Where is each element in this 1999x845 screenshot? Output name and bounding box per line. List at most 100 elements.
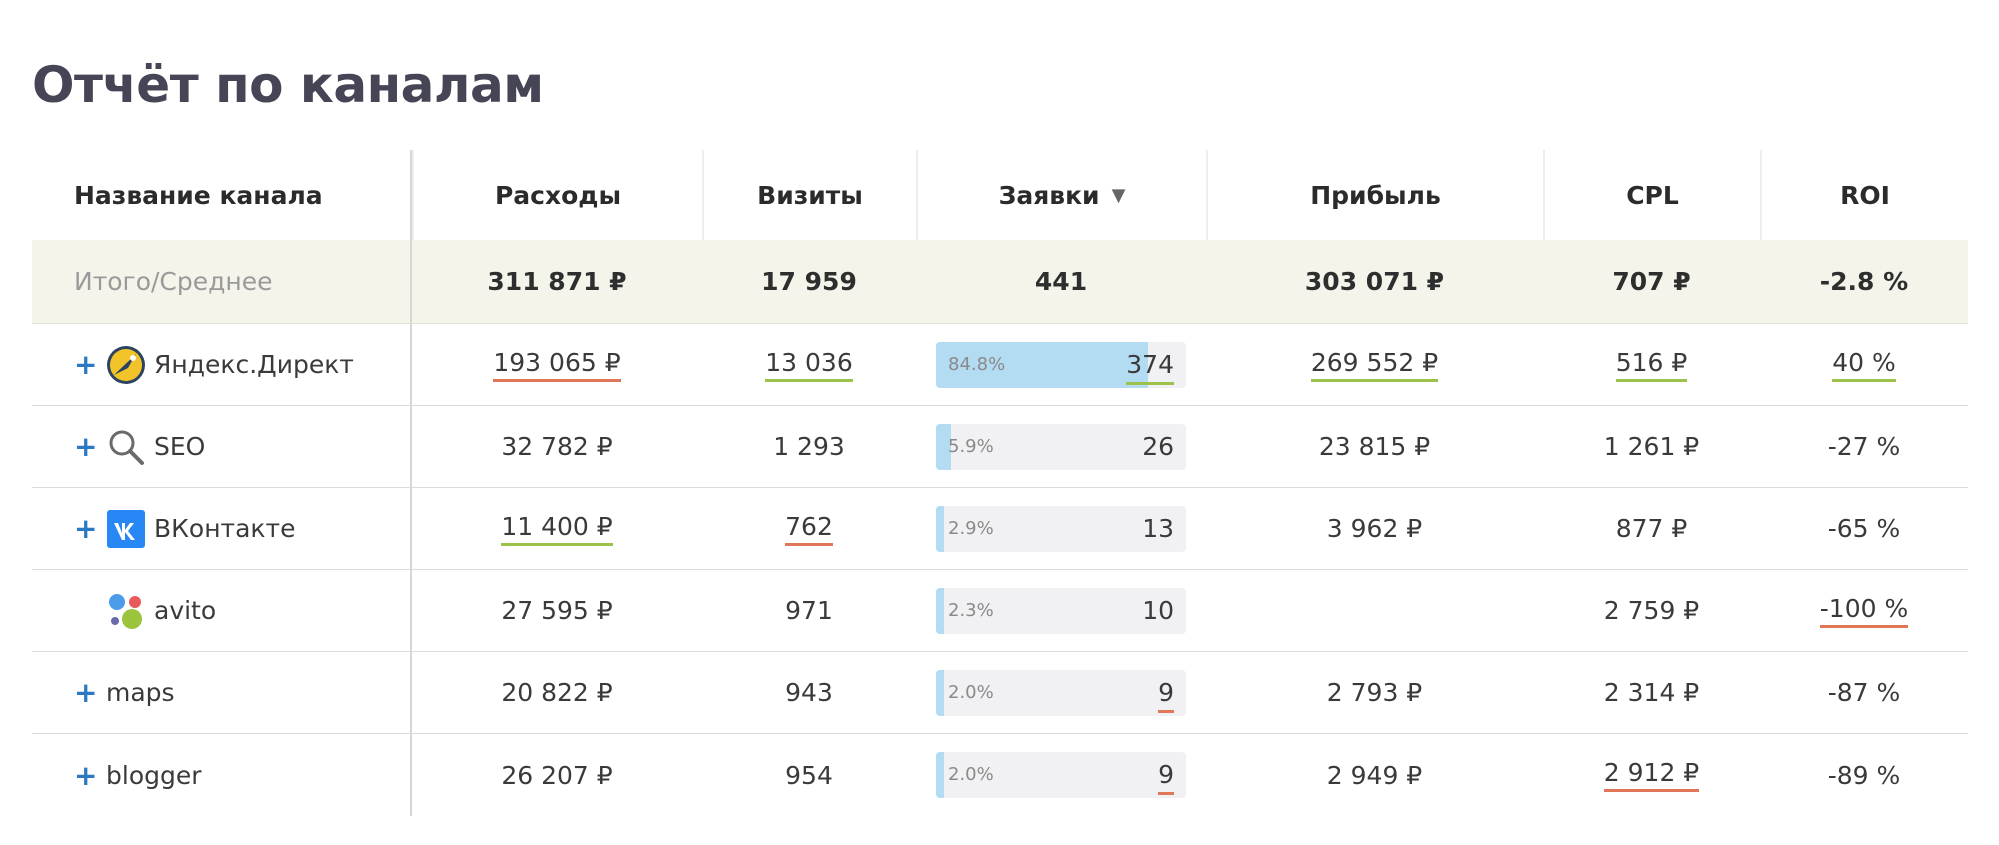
expenses-value: 20 822 ₽ — [501, 678, 613, 707]
leads-value-wrap: 9 — [1158, 752, 1174, 798]
total-leads: 441 — [1034, 267, 1088, 296]
leads-share-bar: 84.8% 374 — [936, 341, 1186, 388]
expand-plus-icon[interactable]: + — [74, 430, 98, 463]
expenses-cell: 26 207 ₽ — [412, 734, 702, 816]
profit-value: 2 793 ₽ — [1326, 678, 1423, 707]
cpl-cell: 1 261 ₽ — [1543, 406, 1760, 487]
column-header-roi[interactable]: ROI — [1760, 150, 1968, 240]
vk-icon — [106, 509, 146, 549]
cpl-cell: 2 759 ₽ — [1543, 570, 1760, 651]
leads-share-percent: 2.0% — [948, 764, 994, 785]
cpl-cell: 2 314 ₽ — [1543, 652, 1760, 733]
table-row[interactable]: + maps 20 822 ₽ 943 2.0% 9 2 793 ₽ 2 314… — [32, 652, 1968, 734]
cpl-value: 516 ₽ — [1615, 348, 1688, 382]
cpl-cell: 877 ₽ — [1543, 488, 1760, 569]
cpl-value: 877 ₽ — [1615, 514, 1688, 543]
roi-cell: 40 % — [1760, 324, 1968, 405]
visits-cell: 954 — [702, 734, 916, 816]
column-header-expenses[interactable]: Расходы — [412, 150, 702, 240]
total-cpl: 707 ₽ — [1612, 267, 1691, 296]
table-row[interactable]: + blogger 26 207 ₽ 954 2.0% 9 2 949 ₽ 2 … — [32, 734, 1968, 816]
channel-link-blogger[interactable]: blogger — [106, 760, 202, 790]
channel-name-cell: + ВКонтакте — [32, 488, 412, 569]
leads-share-percent: 5.9% — [948, 435, 994, 457]
search-icon — [106, 427, 146, 467]
cpl-value: 1 261 ₽ — [1603, 432, 1700, 461]
leads-value: 13 — [1142, 513, 1174, 543]
total-row: Итого/Среднее 311 871 ₽ 17 959 441 303 0… — [32, 240, 1968, 324]
table-header: Название канала Расходы Визиты Заявки ▼ П… — [32, 150, 1968, 240]
roi-value: -100 % — [1819, 594, 1909, 628]
profit-value: 3 962 ₽ — [1326, 514, 1423, 543]
profit-cell: 269 552 ₽ — [1206, 324, 1543, 405]
leads-cell: 84.8% 374 — [916, 324, 1206, 405]
expand-plus-icon[interactable]: + — [74, 512, 98, 545]
column-header-leads[interactable]: Заявки ▼ — [916, 150, 1206, 240]
expand-plus-icon[interactable]: + — [74, 758, 98, 792]
visits-cell: 1 293 — [702, 406, 916, 487]
channel-link-avito[interactable]: avito — [154, 596, 217, 625]
leads-cell: 2.3% 10 — [916, 570, 1206, 651]
leads-share-fill — [936, 587, 944, 634]
cpl-value: 2 314 ₽ — [1603, 678, 1700, 707]
leads-share-fill — [936, 505, 944, 552]
leads-cell: 2.0% 9 — [916, 734, 1206, 816]
leads-cell: 2.0% 9 — [916, 652, 1206, 733]
leads-share-bar: 2.9% 13 — [936, 505, 1186, 552]
leads-share-fill — [936, 669, 944, 716]
visits-cell: 13 036 — [702, 324, 916, 405]
channel-link-yandex-direct[interactable]: Яндекс.Директ — [154, 350, 354, 379]
expenses-cell: 20 822 ₽ — [412, 652, 702, 733]
channel-name-cell: + blogger — [32, 734, 412, 816]
channel-name-cell: + SEO — [32, 406, 412, 487]
page-title: Отчёт по каналам — [32, 56, 544, 114]
channel-link-maps[interactable]: maps — [106, 678, 175, 707]
channel-name-cell: + Яндекс.Директ — [32, 324, 412, 405]
channel-name-cell: avito — [32, 570, 412, 651]
roi-value: -65 % — [1827, 514, 1901, 543]
leads-value-wrap: 374 — [1126, 342, 1174, 388]
visits-value: 943 — [785, 678, 833, 707]
profit-value: 23 815 ₽ — [1318, 432, 1431, 461]
table-row[interactable]: + SEO 32 782 ₽ 1 293 5.9% 26 23 815 ₽ 1 … — [32, 406, 1968, 488]
leads-share-percent: 84.8% — [948, 353, 1006, 375]
total-profit: 303 071 ₽ — [1304, 267, 1445, 296]
yandex-direct-icon — [106, 345, 146, 385]
expenses-cell: 27 595 ₽ — [412, 570, 702, 651]
table-row[interactable]: avito 27 595 ₽ 971 2.3% 10 2 759 ₽ -100 … — [32, 570, 1968, 652]
column-header-cpl[interactable]: CPL — [1543, 150, 1760, 240]
total-label: Итого/Среднее — [32, 240, 412, 323]
visits-value: 1 293 — [773, 432, 845, 461]
expenses-cell: 11 400 ₽ — [412, 488, 702, 569]
leads-value: 9 — [1158, 678, 1174, 713]
expand-plus-icon[interactable]: + — [74, 348, 98, 381]
leads-share-percent: 2.3% — [948, 599, 994, 621]
profit-cell — [1206, 570, 1543, 651]
profit-cell: 2 949 ₽ — [1206, 734, 1543, 816]
roi-value: -87 % — [1827, 678, 1901, 707]
table-row[interactable]: + Яндекс.Директ 193 065 ₽ 13 036 84.8% 3… — [32, 324, 1968, 406]
sort-desc-icon[interactable]: ▼ — [1111, 184, 1126, 206]
expenses-value: 27 595 ₽ — [501, 596, 613, 625]
leads-share-fill — [936, 423, 951, 470]
visits-cell: 762 — [702, 488, 916, 569]
leads-share-bar: 2.0% 9 — [936, 669, 1186, 716]
channel-link-vkontakte[interactable]: ВКонтакте — [154, 514, 296, 543]
channel-link-seo[interactable]: SEO — [154, 432, 206, 461]
column-header-profit[interactable]: Прибыль — [1206, 150, 1543, 240]
expand-plus-icon[interactable]: + — [74, 676, 98, 709]
roi-cell: -87 % — [1760, 652, 1968, 733]
leads-share-percent: 2.0% — [948, 681, 994, 703]
leads-share-fill — [936, 752, 944, 798]
roi-cell: -100 % — [1760, 570, 1968, 651]
roi-value: 40 % — [1832, 348, 1896, 382]
total-roi: -2.8 % — [1819, 267, 1909, 296]
column-header-name[interactable]: Название канала — [32, 150, 412, 240]
leads-value: 10 — [1142, 595, 1174, 625]
column-header-visits[interactable]: Визиты — [702, 150, 916, 240]
table-row[interactable]: + ВКонтакте 11 400 ₽ 762 2.9% 13 3 962 ₽… — [32, 488, 1968, 570]
roi-value: -89 % — [1827, 760, 1901, 790]
profit-cell: 23 815 ₽ — [1206, 406, 1543, 487]
expenses-value: 11 400 ₽ — [501, 512, 613, 546]
leads-value: 374 — [1126, 350, 1174, 385]
